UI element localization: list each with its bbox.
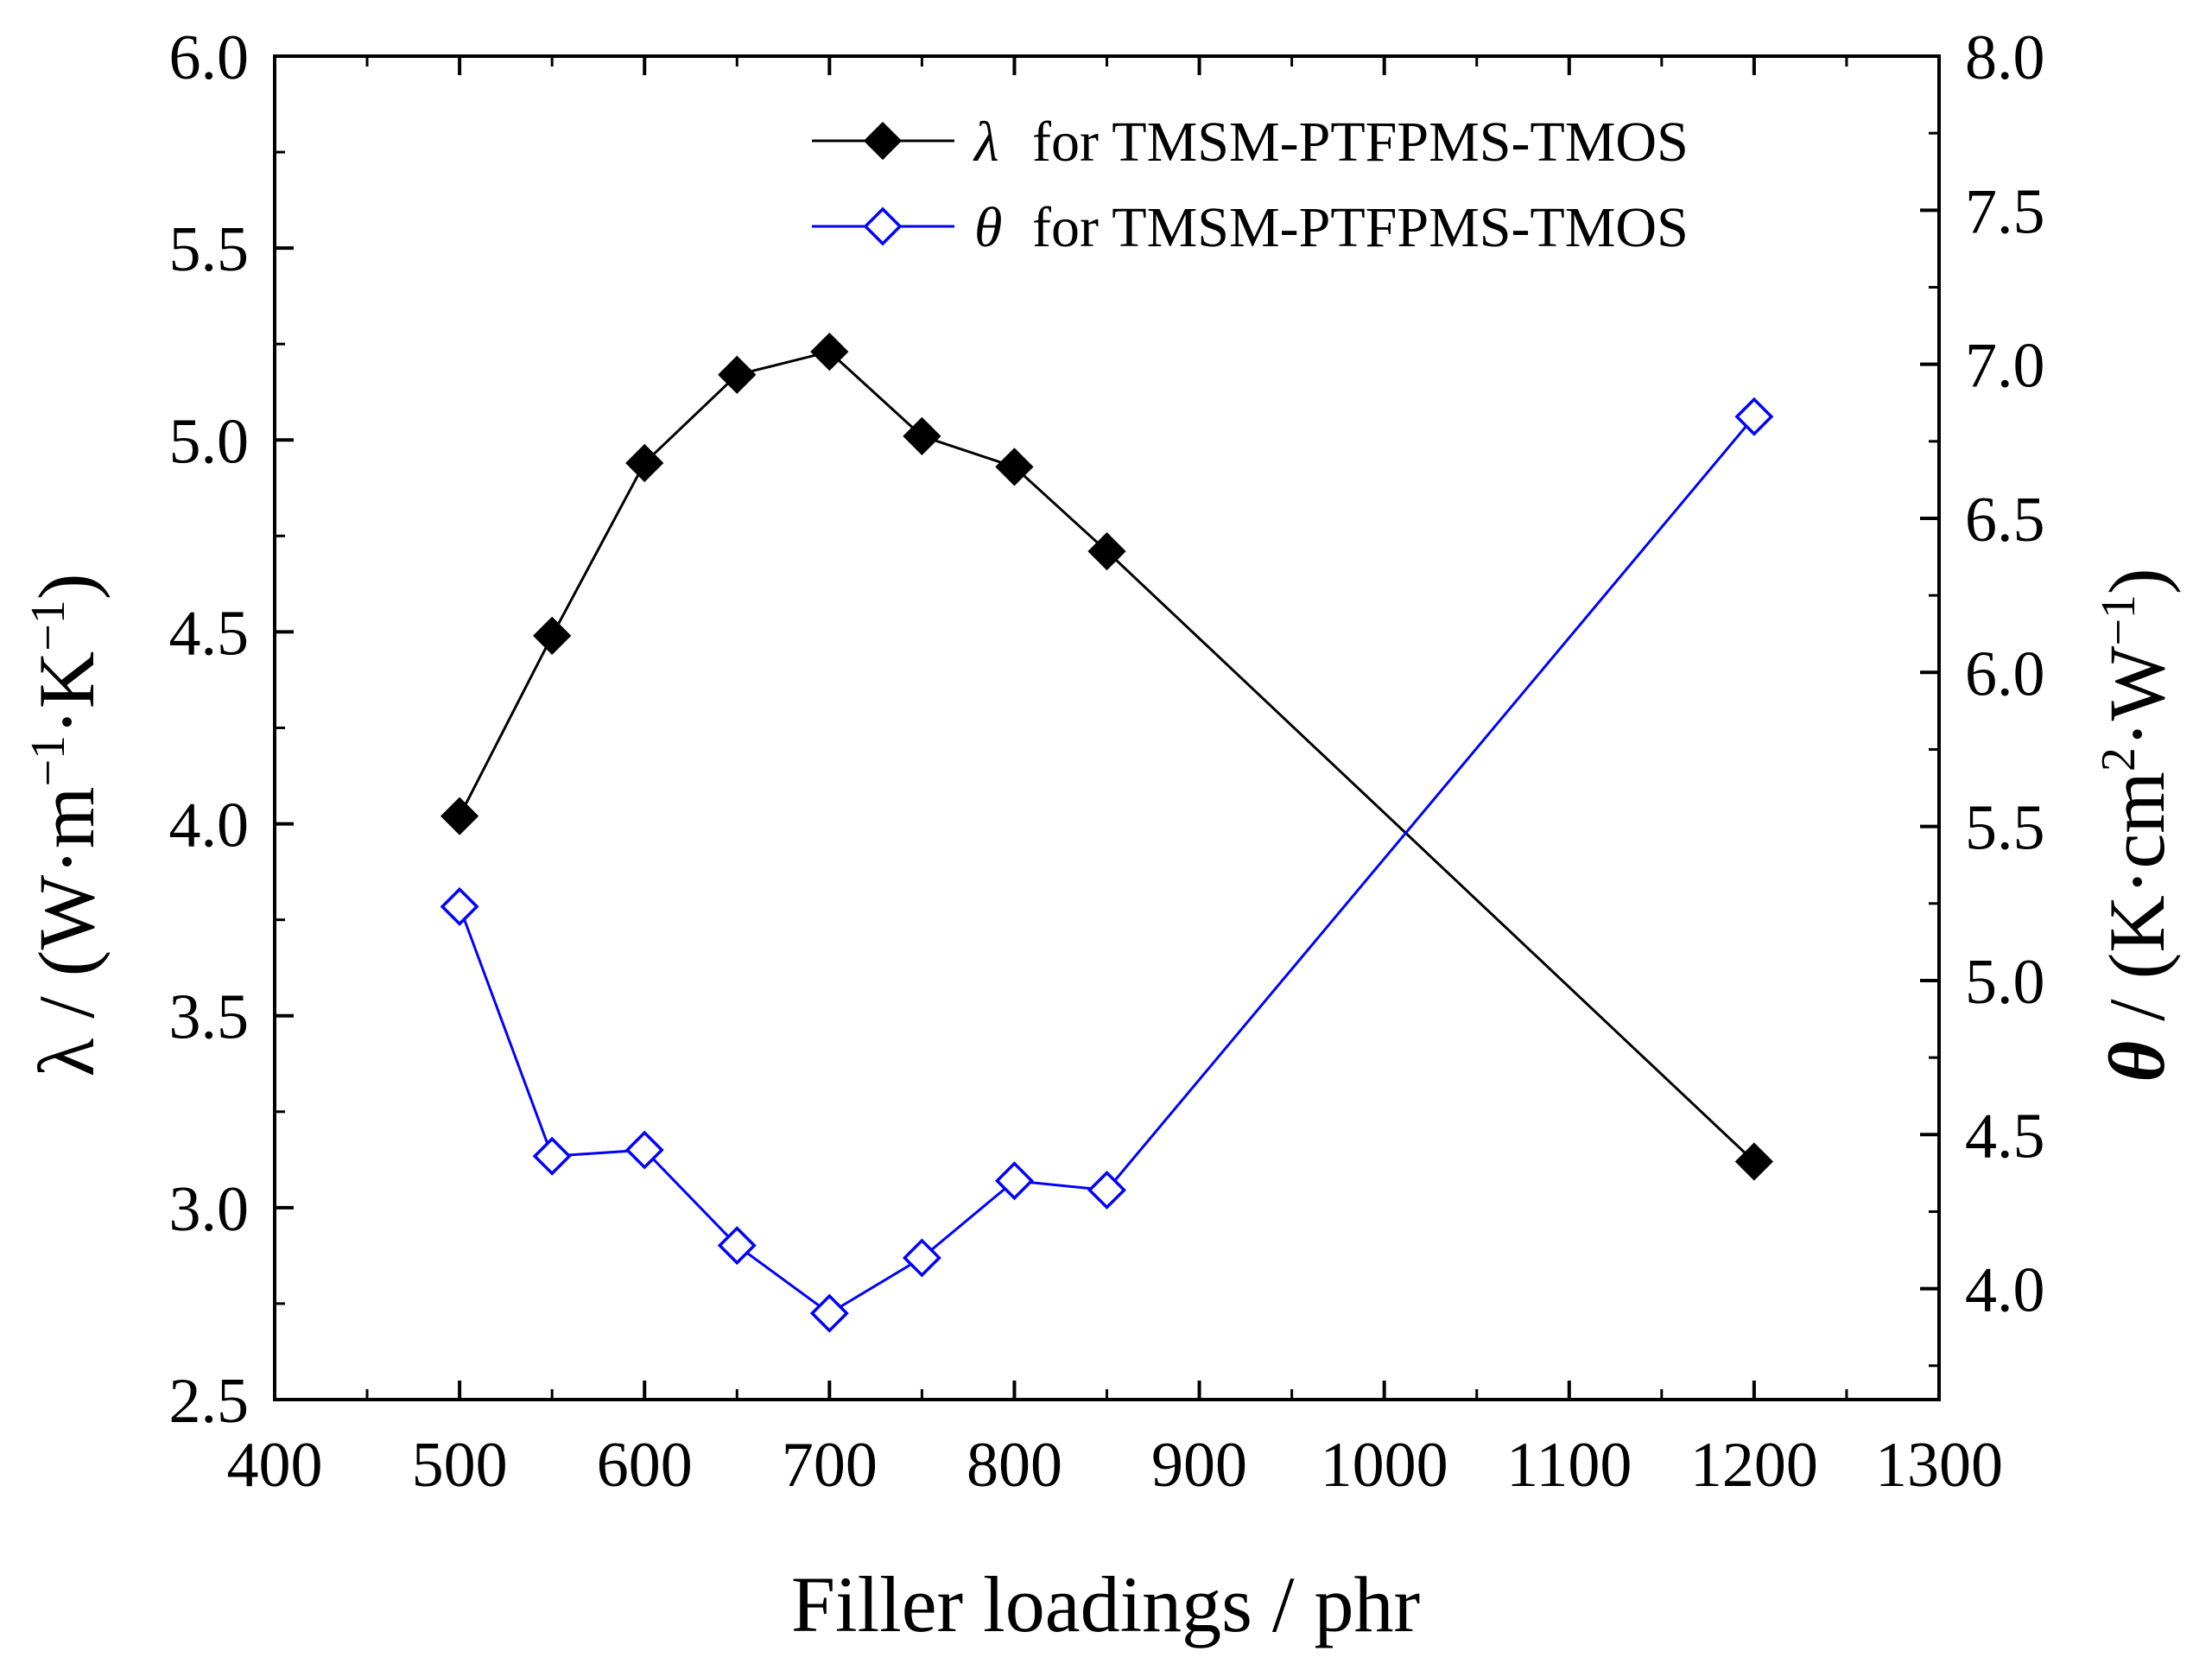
series-1-point <box>440 886 479 926</box>
y-left-title-end: ) <box>22 574 111 600</box>
series-0-point <box>810 332 849 371</box>
y-right-tick-label: 5.0 <box>1965 947 2045 1018</box>
legend-symbol-theta: θ <box>974 196 1002 259</box>
legend-label-theta: for TMSM-PTFPMS-TMOS <box>1032 196 1689 259</box>
x-tick-label: 1200 <box>1690 1430 1818 1501</box>
series-1-point <box>809 1293 849 1333</box>
y-right-title-text: / (K·cm <box>2093 772 2181 1021</box>
series-1-point <box>717 1226 757 1266</box>
series-0-point <box>440 797 479 835</box>
series-0-point <box>533 616 572 655</box>
series-1-point <box>994 1161 1034 1201</box>
y-right-title-mid: ·W <box>2093 646 2181 748</box>
y-left-title-symbol: λ <box>22 1038 111 1076</box>
x-tick-label: 1000 <box>1321 1430 1448 1501</box>
x-tick-label: 600 <box>597 1430 693 1501</box>
y-left-title-sup1: −1 <box>22 735 75 787</box>
series-line-0 <box>458 350 1755 1163</box>
y-left-tick-label: 3.5 <box>169 982 250 1053</box>
y-left-tick-label: 4.0 <box>169 791 250 861</box>
series-1-point <box>1087 1171 1126 1210</box>
x-tick-label: 700 <box>782 1430 878 1501</box>
y-right-tick-label: 7.5 <box>1965 176 2045 247</box>
y-left-tick-label: 5.0 <box>169 406 250 477</box>
y-right-title-symbol: θ <box>2093 1041 2181 1083</box>
x-tick-label: 500 <box>412 1430 508 1501</box>
y-right-tick-label: 6.0 <box>1965 638 2045 709</box>
y-right-tick-label: 8.0 <box>1965 22 2045 93</box>
y-right-title-sup2: −1 <box>2092 594 2145 646</box>
legend-symbol-lambda: λ <box>973 111 999 174</box>
series-0-point <box>625 443 664 483</box>
series-0-point <box>1734 1142 1774 1181</box>
legend: λ for TMSM-PTFPMS-TMOS θ for TMSM-PTFPMS… <box>812 111 1689 259</box>
y-right-tick-label: 6.5 <box>1965 485 2045 556</box>
y-left-tick-label: 3.0 <box>169 1174 250 1245</box>
y-left-title-sup2: −1 <box>22 600 75 651</box>
series-0-point <box>995 448 1034 486</box>
y-left-tick-label: 2.5 <box>169 1366 250 1437</box>
series-1-point <box>902 1238 941 1278</box>
series-0-point <box>1087 532 1126 571</box>
series-1-point <box>624 1130 664 1170</box>
y-left-tick-label: 5.5 <box>169 214 250 285</box>
x-tick-label: 1100 <box>1506 1430 1632 1501</box>
y-right-tick-label: 4.5 <box>1965 1101 2045 1172</box>
series-layer <box>440 332 1774 1333</box>
series-1-point <box>532 1136 572 1176</box>
y-right-title-sup1: 2 <box>2092 747 2145 772</box>
y-axis-left-title: λ / (W·m−1·K−1) <box>22 574 111 1077</box>
legend-label-lambda: for TMSM-PTFPMS-TMOS <box>1032 111 1689 174</box>
axes: 400 500 600 700 800 900 1000 1100 1200 1300 2.5 3.0… <box>169 22 2045 1501</box>
x-tick-label: 400 <box>227 1430 323 1501</box>
y-right-tick-label: 7.0 <box>1965 331 2045 402</box>
x-axis-title: Filler loadings / phr <box>791 1560 1420 1648</box>
y-left-title-mid: ·K <box>22 651 111 735</box>
y-axis-right-title: θ / (K·cm2·W−1) <box>2092 568 2181 1082</box>
legend-marker-lambda <box>863 121 903 161</box>
series-1-point <box>1734 397 1774 436</box>
y-right-title-end: ) <box>2093 568 2181 594</box>
legend-marker-theta <box>863 206 903 246</box>
x-tick-label: 800 <box>967 1430 1062 1501</box>
y-left-title-text: / (W·m <box>22 787 111 1019</box>
y-left-tick-label: 4.5 <box>169 598 250 669</box>
y-right-tick-label: 5.5 <box>1965 793 2045 864</box>
series-0-point <box>718 355 757 394</box>
y-right-tick-label: 4.0 <box>1965 1255 2045 1326</box>
x-tick-label: 1300 <box>1875 1430 2003 1501</box>
x-tick-label: 900 <box>1151 1430 1247 1501</box>
y-left-tick-label: 6.0 <box>169 22 250 93</box>
series-0-point <box>903 416 941 455</box>
